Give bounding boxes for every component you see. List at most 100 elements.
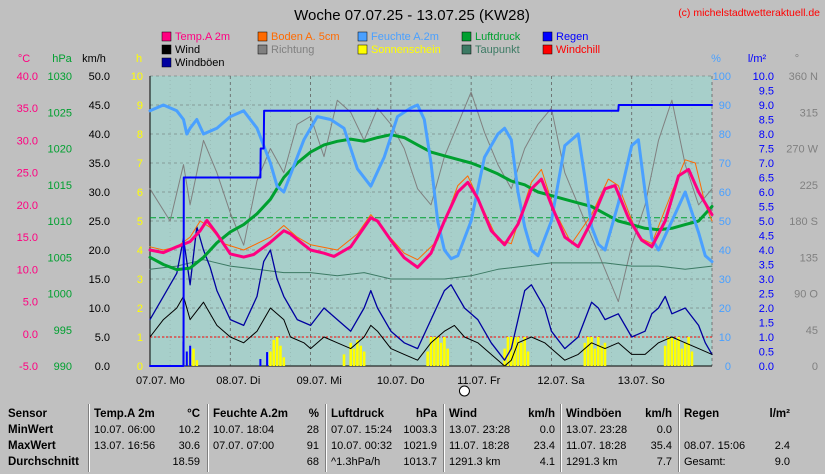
rain-bar	[266, 352, 269, 366]
table-cell-value: 0.0	[539, 424, 555, 436]
table-cell-time: 07.07. 07:00	[213, 440, 275, 452]
humidity-tick-label: 100	[713, 71, 731, 83]
temp-tick-label: 15.0	[17, 232, 38, 244]
sunshine-bar	[446, 348, 450, 366]
sunshine-bar	[526, 351, 530, 366]
day-label: 09.07. Mi	[297, 375, 342, 387]
sunshine-bar	[683, 342, 687, 366]
copyright-text: (c) michelstadtwetteraktuell.de	[678, 7, 820, 19]
table-row-label: Durchschnitt	[8, 456, 79, 468]
legend-label: Boden A. 5cm	[271, 31, 340, 43]
table-cell-time: 1291.3 km	[449, 456, 501, 468]
table-separator	[679, 404, 680, 472]
current-position-marker	[458, 385, 470, 397]
legend-label: Regen	[556, 31, 588, 43]
sunshine-bar	[583, 342, 587, 366]
wind-tick-label: 50.0	[89, 71, 110, 83]
table-cell-value: 91	[306, 440, 319, 452]
table-cell-value: 18.59	[172, 456, 200, 468]
legend-label: Sonnenschein	[371, 44, 441, 56]
sun-tick-label: 10	[131, 71, 143, 83]
table-cell-time: 13.07. 16:56	[94, 440, 156, 452]
table-separator	[89, 404, 90, 472]
table-separator	[678, 404, 679, 472]
sunshine-bar	[362, 351, 366, 366]
table-cell-value: 7.7	[656, 456, 672, 468]
sunshine-bar	[359, 345, 363, 366]
rain-tick-label: 6.0	[759, 187, 774, 199]
table-cell-value: 2.4	[774, 440, 790, 452]
legend-swatch	[357, 31, 368, 42]
pressure-tick-label: 1005	[48, 252, 72, 264]
sunshine-bar	[433, 337, 436, 366]
stats-table: Sensor MinWert MaxWert Durchschnitt Temp.A 2…	[0, 402, 825, 474]
temp-tick-label: 25.0	[17, 168, 38, 180]
rain-bar	[189, 345, 192, 366]
sun-tick-label: 5	[137, 216, 143, 228]
direction-unit: °	[795, 53, 799, 65]
table-cell-value: 1021.9	[403, 440, 437, 452]
temp-tick-label: 20.0	[17, 200, 38, 212]
legend-label: Windchill	[556, 44, 600, 56]
direction-tick-label: 45	[806, 325, 818, 337]
sunshine-bar	[603, 342, 607, 366]
humidity-tick-label: 10	[719, 332, 731, 344]
legend-label: Richtung	[271, 44, 314, 56]
pressure-unit: hPa	[52, 53, 72, 65]
rain-tick-label: 2.5	[759, 289, 774, 301]
rain-tick-label: 7.0	[759, 158, 774, 170]
sunshine-bar	[586, 337, 590, 366]
wind-tick-label: 10.0	[89, 303, 110, 315]
legend-swatch	[542, 44, 553, 55]
table-separator	[325, 404, 326, 472]
table-cell-time: 07.07. 15:24	[331, 424, 393, 436]
table-cell-time: 10.07. 18:04	[213, 424, 275, 436]
table-group-header: Feuchte A.2m	[213, 408, 288, 420]
rain-tick-label: 5.5	[759, 202, 774, 214]
sun-tick-label: 0	[137, 361, 143, 373]
wind-tick-label: 45.0	[89, 100, 110, 112]
sunshine-bar	[667, 337, 670, 366]
sun-tick-label: 7	[137, 158, 143, 170]
direction-tick-label: 0	[812, 361, 818, 373]
table-row-label: MaxWert	[8, 440, 56, 452]
sun-tick-label: 2	[137, 303, 143, 315]
sun-tick-label: 1	[137, 332, 143, 344]
temperature-line	[148, 167, 714, 269]
temp-tick-label: 5.0	[23, 297, 38, 309]
legend-swatch	[257, 44, 268, 55]
legend-label: Windböen	[175, 57, 225, 69]
table-group-header: Regen	[684, 408, 720, 420]
table-cell-time: Gesamt:	[684, 456, 726, 468]
sun-tick-label: 8	[137, 129, 143, 141]
table-cell-time: ^1.3hPa/h	[331, 456, 381, 468]
wind-tick-label: 25.0	[89, 216, 110, 228]
temp-tick-label: 0.0	[23, 329, 38, 341]
table-group-header: Luftdruck	[331, 408, 385, 420]
pressure-tick-label: 1020	[48, 144, 72, 156]
legend-label: Temp.A 2m	[175, 31, 230, 43]
pressure-tick-label: 1000	[48, 289, 72, 301]
wind-tick-label: 5.0	[95, 332, 110, 344]
sun-tick-label: 6	[137, 187, 143, 199]
sunshine-bar	[443, 337, 446, 366]
table-separator	[443, 404, 444, 472]
sunshine-bar	[342, 354, 346, 366]
table-cell-value: 10.2	[178, 424, 200, 436]
humidity-tick-label: 60	[719, 187, 731, 199]
rain-unit: l/m²	[748, 53, 767, 65]
legend-swatch	[161, 44, 172, 55]
pressure-tick-label: 1030	[48, 71, 72, 83]
rain-tick-label: 3.5	[759, 260, 774, 272]
sunshine-bar	[275, 337, 279, 366]
rain-tick-label: 2.0	[759, 303, 774, 315]
table-group-unit: km/h	[645, 408, 672, 420]
table-cell-time: 10.07. 00:32	[331, 440, 393, 452]
sunshine-bar	[356, 339, 359, 366]
direction-tick-label: 270 W	[786, 144, 818, 156]
wind-unit: km/h	[82, 53, 106, 65]
rain-tick-label: 8.5	[759, 115, 774, 127]
temp-tick-label: 35.0	[17, 103, 38, 115]
table-cell-value: 68	[306, 456, 319, 468]
table-separator	[560, 404, 561, 472]
